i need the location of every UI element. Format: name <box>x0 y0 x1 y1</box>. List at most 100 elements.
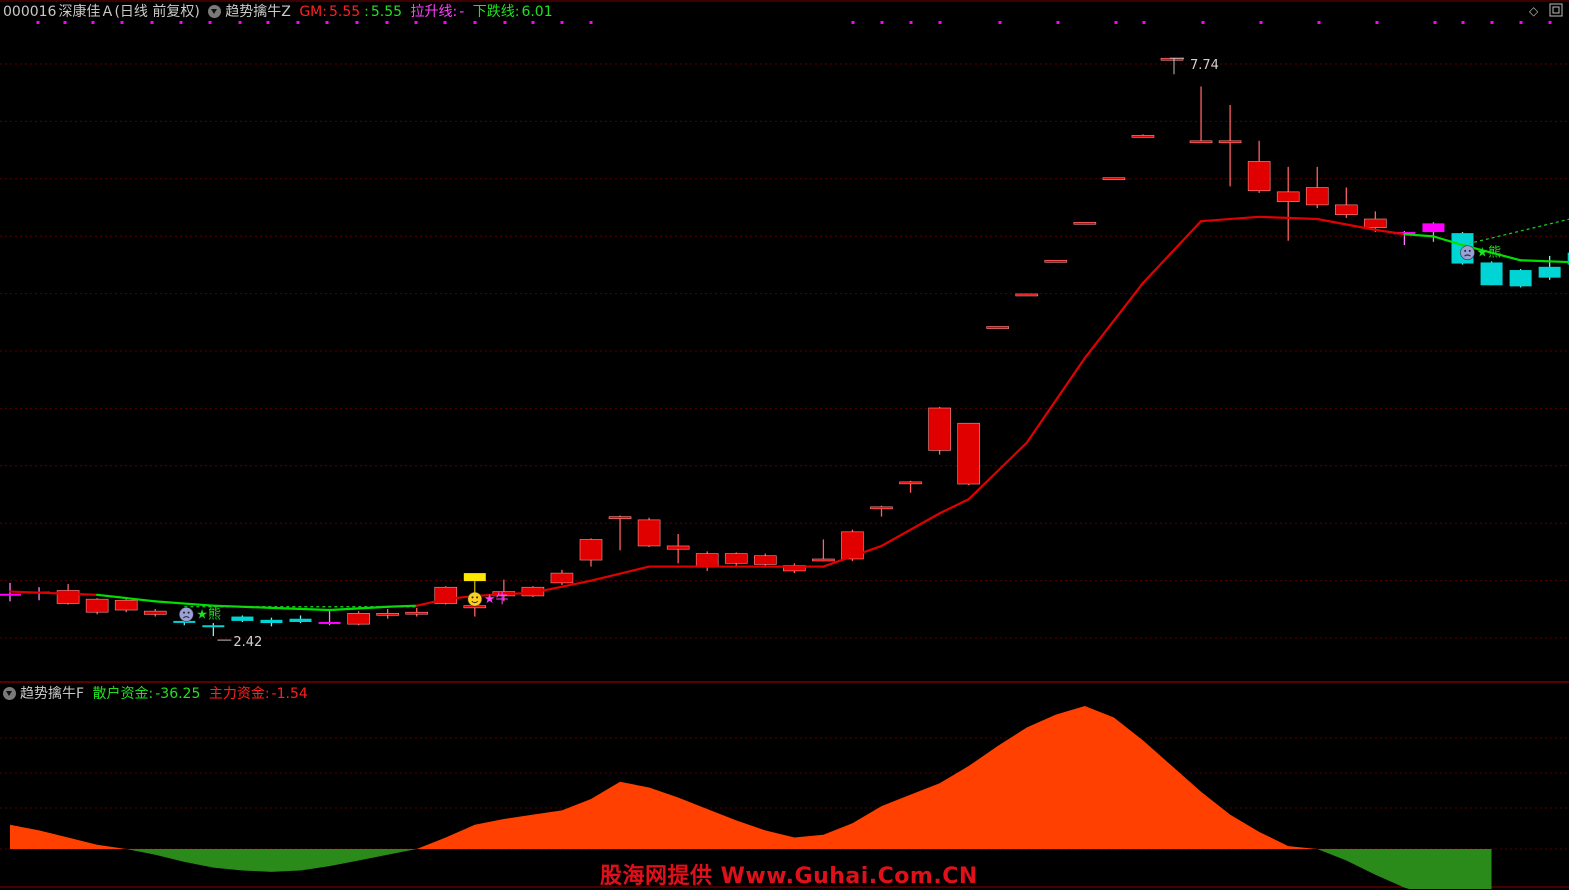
top-marker-dot <box>297 21 300 24</box>
candle-body <box>812 559 834 561</box>
candle-body <box>202 625 224 627</box>
candle-body <box>290 619 312 622</box>
candle-body <box>1481 262 1503 285</box>
candle-body <box>231 617 253 621</box>
face-eye <box>188 612 190 614</box>
top-marker-dot <box>239 21 242 24</box>
top-marker-dot <box>910 21 913 24</box>
face-circle <box>468 592 482 606</box>
trend-segment <box>1259 217 1317 219</box>
candle-body <box>319 622 341 624</box>
candle-body <box>551 573 573 583</box>
candle-body <box>1190 141 1212 143</box>
face-eye <box>472 596 474 598</box>
candle-body <box>871 507 893 509</box>
top-marker-dot <box>1376 21 1379 24</box>
bull-signal-icon <box>468 592 482 606</box>
top-marker-dot <box>590 21 593 24</box>
main-fund-area <box>10 706 1317 849</box>
top-marker-dot <box>1491 21 1494 24</box>
watermark-text: 股海网提供 Www.Guhai.Com.CN <box>600 858 978 890</box>
candle-body <box>1219 141 1241 143</box>
dashed-guide-line <box>1463 217 1569 245</box>
top-marker-dot <box>92 21 95 24</box>
low-marker-label: 2.42 <box>233 635 262 650</box>
top-marker-dot <box>326 21 329 24</box>
candle-body <box>958 423 980 484</box>
face-eye <box>1464 250 1466 252</box>
candle-body <box>1539 267 1561 278</box>
bear-signal-icon <box>1461 246 1475 260</box>
top-marker-dot <box>1462 21 1465 24</box>
top-markers <box>37 21 1552 24</box>
candle-body <box>929 408 951 450</box>
face-eye <box>476 596 478 598</box>
top-marker-dot <box>852 21 855 24</box>
trend-segment <box>591 567 649 581</box>
candle-body <box>580 539 602 560</box>
candle-body <box>987 327 1009 329</box>
top-marker-dot <box>386 21 389 24</box>
candle-body <box>1016 294 1038 296</box>
face-eye <box>1469 250 1471 252</box>
top-marker-dot <box>1202 21 1205 24</box>
top-marker-dot <box>504 21 507 24</box>
candle-body <box>1422 223 1444 232</box>
candle-body <box>725 554 747 564</box>
trend-segment <box>1143 221 1201 283</box>
candle-body <box>638 520 660 546</box>
candle-body <box>1277 192 1299 202</box>
candle-body <box>696 554 718 567</box>
top-marker-dot <box>1318 21 1321 24</box>
top-marker-dot <box>1434 21 1437 24</box>
bear-label: ★熊 <box>1477 245 1502 261</box>
bull-label: ★牛 <box>484 592 509 607</box>
candle-body <box>1074 222 1096 224</box>
trend-segment <box>10 592 97 595</box>
candle-body <box>1132 135 1154 137</box>
trend-line <box>10 217 1569 610</box>
top-marker-dot <box>64 21 67 24</box>
candle-body <box>1306 188 1328 205</box>
bear-signal-icon <box>179 607 193 621</box>
candle-body <box>348 613 370 624</box>
top-marker-dot <box>209 21 212 24</box>
candle-body <box>1045 260 1067 262</box>
candle-body <box>1364 219 1386 228</box>
trend-segment <box>155 601 213 605</box>
top-marker-dot <box>121 21 124 24</box>
face-circle <box>179 607 193 621</box>
candle-body <box>1335 205 1357 215</box>
trend-segment <box>1027 358 1085 443</box>
candle-body <box>900 482 922 484</box>
top-marker-dot <box>1143 21 1146 24</box>
top-marker-dot <box>1057 21 1060 24</box>
top-marker-dot <box>881 21 884 24</box>
top-marker-dot <box>444 21 447 24</box>
face-eye <box>183 612 185 614</box>
top-marker-dot <box>151 21 154 24</box>
candle-body <box>1510 270 1532 286</box>
top-marker-dot <box>267 21 270 24</box>
candle-body <box>115 600 137 610</box>
candle-body <box>1103 178 1125 180</box>
top-marker-dot <box>1520 21 1523 24</box>
bear-label: ★熊 <box>196 606 221 622</box>
top-marker-dot <box>356 21 359 24</box>
top-marker-dot <box>415 21 418 24</box>
high-marker-label: 7.74 <box>1190 58 1219 73</box>
top-marker-dot <box>474 21 477 24</box>
candle-body <box>144 611 166 614</box>
face-circle <box>1461 246 1475 260</box>
candle-body <box>754 556 776 565</box>
candle-body <box>609 517 631 519</box>
candle-body <box>406 612 428 614</box>
trend-segment <box>1521 260 1569 262</box>
top-marker-dot <box>1260 21 1263 24</box>
candlestick-series <box>0 58 1569 636</box>
candle-body <box>1248 161 1270 190</box>
bull-marker-box <box>464 573 486 581</box>
trend-segment <box>882 513 940 546</box>
